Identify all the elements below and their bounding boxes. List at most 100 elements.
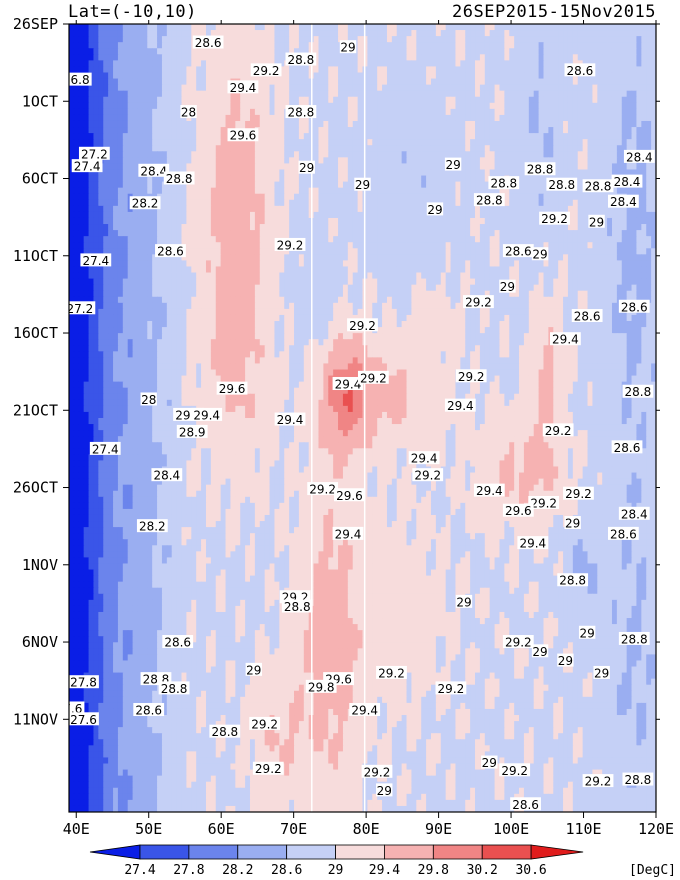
field-cell xyxy=(181,145,187,152)
field-cell xyxy=(201,102,207,110)
field-cell xyxy=(264,181,271,189)
field-cell xyxy=(279,42,285,49)
field-cell xyxy=(157,260,163,268)
field-cell xyxy=(430,54,437,61)
field-cell xyxy=(318,266,324,274)
field-cell xyxy=(157,187,163,195)
field-cell xyxy=(279,48,285,55)
field-cell xyxy=(592,90,598,98)
field-cell xyxy=(641,260,647,268)
field-cell xyxy=(646,36,652,43)
field-cell xyxy=(176,157,183,165)
field-cell xyxy=(494,242,501,249)
field-cell xyxy=(470,78,476,86)
field-cell xyxy=(577,84,584,92)
field-cell xyxy=(103,175,109,183)
field-cell xyxy=(382,42,388,49)
field-cell xyxy=(455,54,461,61)
field-cell xyxy=(88,36,95,43)
field-cell xyxy=(386,102,393,110)
field-cell xyxy=(465,211,471,219)
field-cell xyxy=(455,181,461,189)
field-cell xyxy=(152,139,158,146)
field-cell xyxy=(294,120,300,128)
field-cell xyxy=(279,157,285,165)
field-cell xyxy=(563,236,569,243)
field-cell xyxy=(616,163,623,171)
field-cell xyxy=(582,193,589,201)
field-cell xyxy=(607,151,613,158)
field-cell xyxy=(455,133,461,140)
field-cell xyxy=(563,163,569,171)
field-cell xyxy=(470,127,476,134)
field-cell xyxy=(117,199,124,207)
field-cell xyxy=(435,108,442,116)
field-cell xyxy=(254,151,261,158)
field-cell xyxy=(563,127,569,134)
field-cell xyxy=(132,266,139,274)
field-cell xyxy=(592,266,598,274)
field-cell xyxy=(455,96,461,104)
field-cell xyxy=(147,72,153,80)
field-cell xyxy=(367,90,373,98)
field-cell xyxy=(470,230,476,237)
field-cell xyxy=(465,127,471,134)
field-cell xyxy=(494,48,501,55)
field-cell xyxy=(132,108,139,116)
field-cell xyxy=(479,157,486,165)
field-cell xyxy=(103,266,109,274)
field-cell xyxy=(103,230,109,237)
field-cell xyxy=(372,54,378,61)
field-cell xyxy=(372,205,378,213)
field-cell xyxy=(191,90,197,98)
field-cell xyxy=(171,30,178,37)
field-cell xyxy=(572,236,579,243)
field-cell xyxy=(269,224,276,231)
field-cell xyxy=(396,96,403,104)
field-cell xyxy=(264,133,271,140)
field-cell xyxy=(401,133,408,140)
field-cell xyxy=(289,120,295,128)
field-cell xyxy=(181,48,187,55)
field-cell xyxy=(294,151,300,158)
field-cell xyxy=(411,127,417,134)
field-cell xyxy=(519,90,525,98)
field-cell xyxy=(274,193,280,201)
field-cell xyxy=(328,175,334,183)
field-cell xyxy=(137,30,143,37)
field-cell xyxy=(465,114,471,122)
field-cell xyxy=(328,127,334,134)
field-cell xyxy=(567,54,574,61)
field-cell xyxy=(401,127,408,134)
field-cell xyxy=(563,242,569,249)
field-cell xyxy=(298,211,305,219)
field-cell xyxy=(298,30,305,37)
field-cell xyxy=(450,187,457,195)
field-cell xyxy=(196,175,202,183)
field-cell xyxy=(137,54,143,61)
field-cell xyxy=(235,72,241,80)
field-cell xyxy=(602,108,608,116)
field-cell xyxy=(484,42,491,49)
field-cell xyxy=(249,230,256,237)
field-cell xyxy=(108,236,114,243)
field-cell xyxy=(284,230,290,237)
field-cell xyxy=(616,72,623,80)
field-cell xyxy=(646,181,652,189)
field-cell xyxy=(475,157,481,165)
field-cell xyxy=(78,205,85,213)
field-cell xyxy=(543,199,549,207)
field-cell xyxy=(230,187,236,195)
field-cell xyxy=(147,120,153,128)
field-cell xyxy=(631,30,638,37)
field-cell xyxy=(245,187,251,195)
field-cell xyxy=(274,217,280,225)
field-cell xyxy=(289,217,295,225)
field-cell xyxy=(342,108,349,116)
field-cell xyxy=(157,24,163,31)
field-cell xyxy=(489,187,496,195)
field-cell xyxy=(127,72,134,80)
field-cell xyxy=(69,169,75,177)
field-cell xyxy=(582,127,589,134)
field-cell xyxy=(342,224,349,231)
